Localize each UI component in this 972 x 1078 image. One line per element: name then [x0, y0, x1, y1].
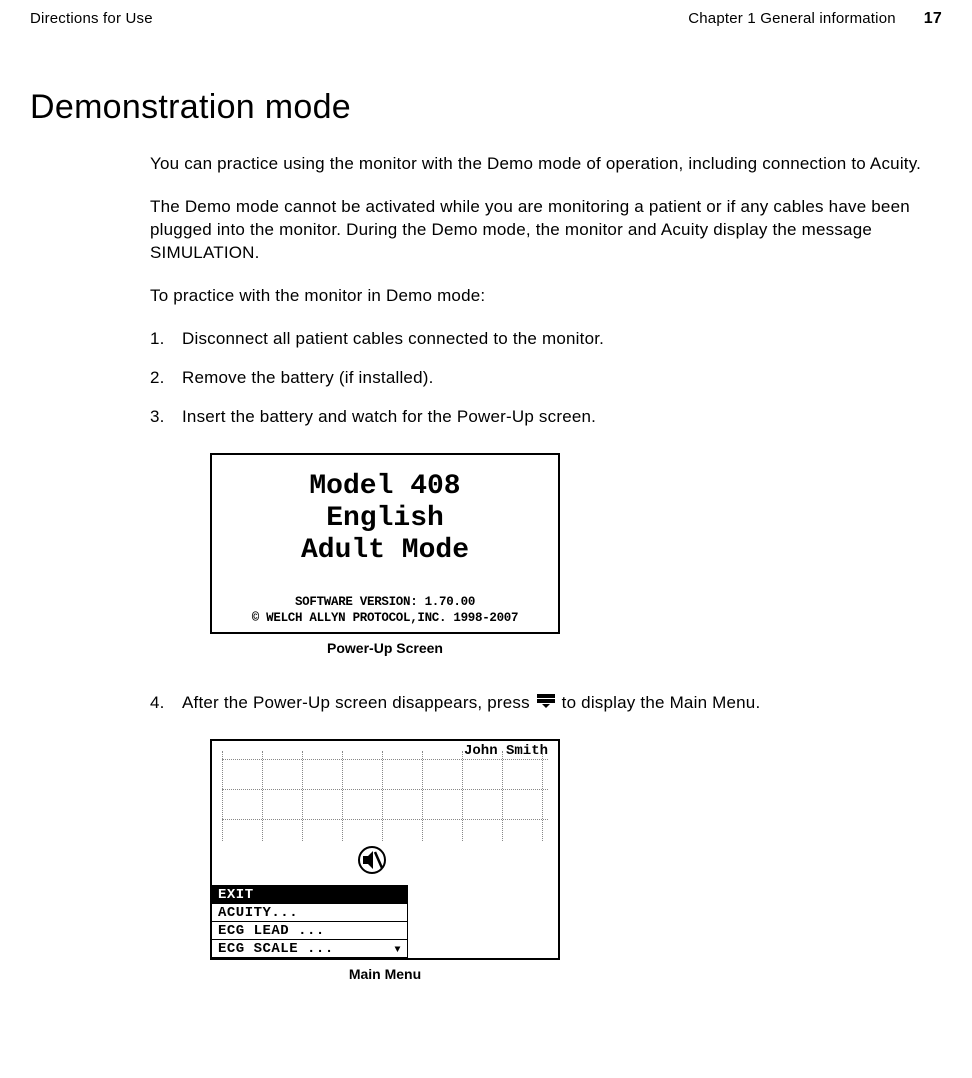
step-item: 3. Insert the battery and watch for the …	[150, 406, 932, 429]
powerup-small-line: © WELCH ALLYN PROTOCOL,INC. 1998-2007	[220, 611, 550, 627]
step-text: Remove the battery (if installed).	[182, 367, 932, 390]
powerup-line: Adult Mode	[220, 535, 550, 567]
powerup-screen: Model 408 English Adult Mode SOFTWARE VE…	[210, 453, 560, 635]
page-header: Directions for Use Chapter 1 General inf…	[30, 10, 942, 28]
menu-list: EXIT ACUITY... ECG LEAD ... ECG SCALE ..…	[212, 885, 408, 958]
step-text: Disconnect all patient cables connected …	[182, 328, 932, 351]
powerup-line: English	[220, 503, 550, 535]
section-title: Demonstration mode	[30, 88, 942, 127]
step-number: 3.	[150, 406, 182, 429]
figure-caption: Power-Up Screen	[210, 640, 560, 656]
header-page-number: 17	[924, 10, 942, 28]
waveform-grid	[222, 751, 548, 841]
figure-caption: Main Menu	[210, 966, 560, 982]
header-left: Directions for Use	[30, 10, 153, 27]
menu-item-ecg-lead[interactable]: ECG LEAD ...	[212, 922, 408, 940]
paragraph: You can practice using the monitor with …	[150, 153, 932, 176]
step-number: 1.	[150, 328, 182, 351]
step-text: Insert the battery and watch for the Pow…	[182, 406, 932, 429]
header-chapter: Chapter 1 General information	[688, 10, 896, 27]
mainmenu-figure: John Smith	[210, 739, 932, 982]
menu-item-exit[interactable]: EXIT	[212, 886, 408, 904]
powerup-figure: Model 408 English Adult Mode SOFTWARE VE…	[210, 453, 932, 657]
speaker-icon	[357, 845, 387, 882]
menu-item-ecg-scale[interactable]: ECG SCALE ... ▼	[212, 940, 408, 958]
mainmenu-screen: John Smith	[210, 739, 560, 960]
powerup-line: Model 408	[220, 471, 550, 503]
step-number: 2.	[150, 367, 182, 390]
step-item: 4. After the Power-Up screen disappears,…	[150, 692, 932, 715]
step-text: After the Power-Up screen disappears, pr…	[182, 692, 932, 715]
menu-item-acuity[interactable]: ACUITY...	[212, 904, 408, 922]
step-list: 4. After the Power-Up screen disappears,…	[150, 692, 932, 715]
step-list: 1. Disconnect all patient cables connect…	[150, 328, 932, 429]
step-number: 4.	[150, 692, 182, 715]
paragraph: To practice with the monitor in Demo mod…	[150, 285, 932, 308]
scroll-down-icon: ▼	[394, 942, 401, 960]
powerup-small-line: SOFTWARE VERSION: 1.70.00	[220, 595, 550, 611]
paragraph: The Demo mode cannot be activated while …	[150, 196, 932, 265]
step-item: 2. Remove the battery (if installed).	[150, 367, 932, 390]
menu-button-icon	[537, 692, 555, 715]
step-item: 1. Disconnect all patient cables connect…	[150, 328, 932, 351]
